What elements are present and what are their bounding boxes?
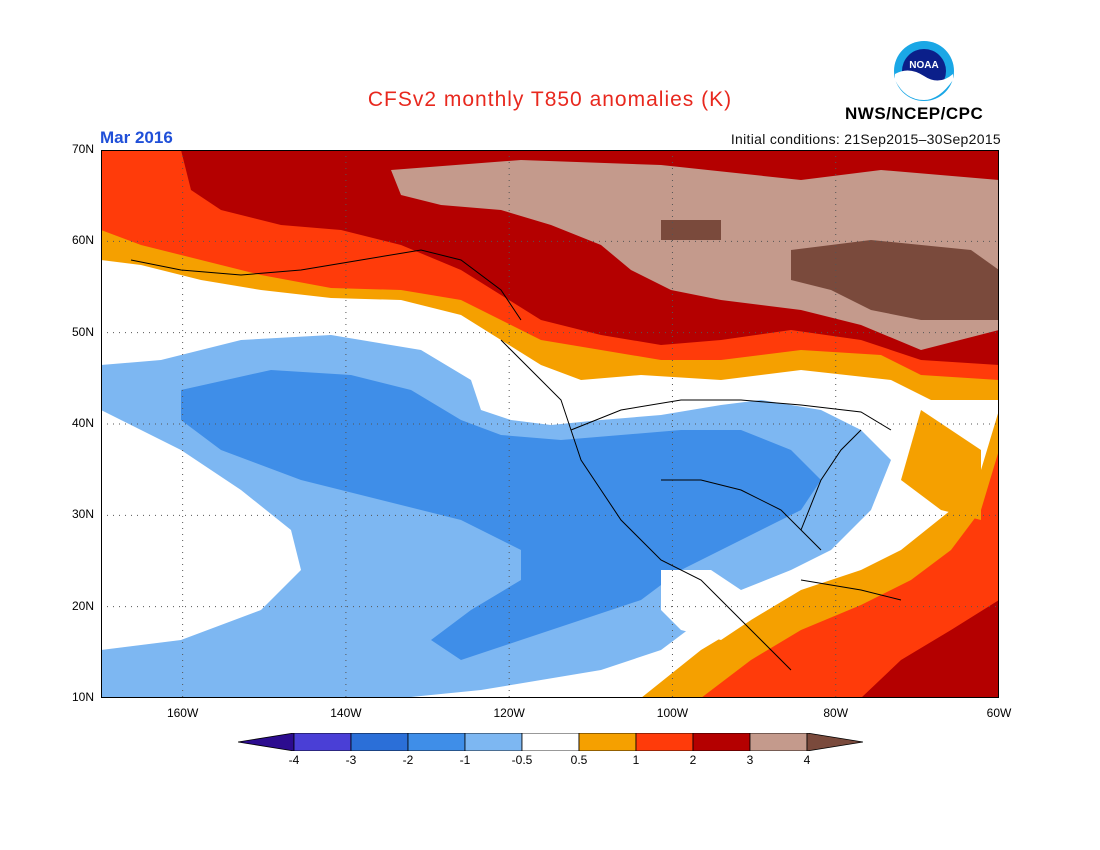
lat-label: 50N [71, 324, 94, 339]
colorbar-swatch [692, 733, 751, 751]
lon-label: 100W [656, 706, 689, 720]
colorbar-label: 1 [632, 753, 640, 767]
lon-label: 60W [986, 706, 1012, 720]
noaa-logo-icon: NOAA [894, 41, 954, 101]
lat-label: 30N [71, 507, 94, 522]
colorbar-label: -1 [459, 753, 471, 767]
anomaly-fill-layer [101, 150, 999, 698]
lon-label: 140W [330, 706, 362, 720]
colorbar-label: 4 [803, 753, 811, 767]
colorbar-label: -3 [345, 753, 357, 767]
colorbar-arrow-high [806, 733, 863, 751]
lat-label: 40N [71, 416, 94, 430]
colorbar-swatch [350, 733, 409, 751]
colorbar-swatch [407, 733, 466, 751]
colorbar [238, 733, 863, 751]
valid-month-label: Mar 2016 [100, 128, 173, 147]
agency-label: NWS/NCEP/CPC [845, 104, 984, 123]
colorbar-label: -4 [288, 753, 300, 767]
colorbar-swatch [749, 733, 808, 751]
lat-label: 20N [71, 598, 94, 613]
lat-label: 60N [71, 233, 94, 248]
colorbar-arrow-low [238, 733, 295, 751]
lon-label: 160W [166, 706, 199, 720]
colorbar-label: 3 [746, 753, 754, 767]
lat-label: 10N [71, 690, 94, 704]
colorbar-swatch [464, 733, 523, 751]
map-frame [101, 150, 999, 698]
map-title: CFSv2 monthly T850 anomalies (K) [367, 88, 733, 111]
anomaly-map [101, 150, 999, 698]
colorbar-label: -2 [402, 753, 414, 767]
initial-conditions-label: Initial conditions: 21Sep2015–30Sep2015 [730, 131, 1001, 147]
colorbar-swatch [635, 733, 694, 751]
colorbar-swatch [521, 733, 580, 751]
lon-label: 120W [493, 706, 525, 720]
colorbar-label: 0.5 [570, 753, 588, 767]
colorbar-swatch [578, 733, 637, 751]
colorbar-label: 2 [689, 753, 697, 767]
colorbar-swatch [293, 733, 352, 751]
coastline-layer [130, 249, 902, 671]
noaa-logo-text: NOAA [909, 60, 938, 71]
graticule [101, 150, 999, 698]
colorbar-label: -0.5 [511, 753, 533, 767]
lat-label: 70N [71, 142, 94, 156]
lon-label: 80W [823, 706, 849, 720]
